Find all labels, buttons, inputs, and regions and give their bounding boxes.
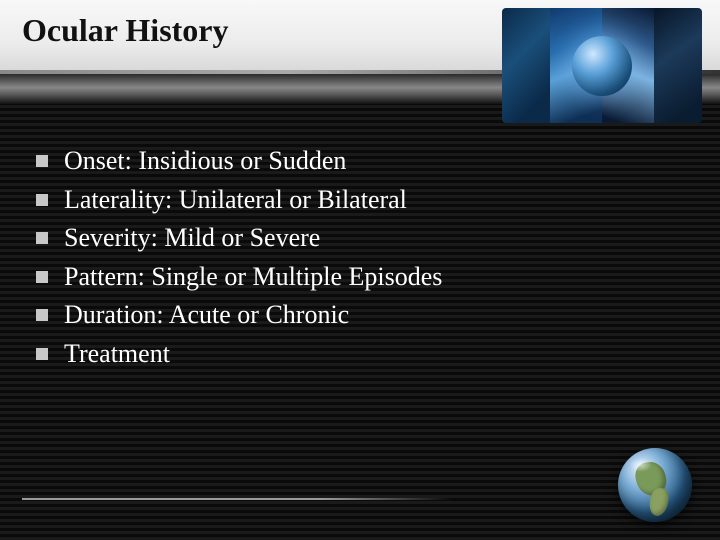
list-item: Pattern: Single or Multiple Episodes xyxy=(36,261,680,294)
header-globe-graphic xyxy=(502,8,702,123)
bullet-icon xyxy=(36,309,48,321)
list-item: Laterality: Unilateral or Bilateral xyxy=(36,184,680,217)
content-area: Onset: Insidious or Sudden Laterality: U… xyxy=(36,145,680,376)
bullet-text: Pattern: Single or Multiple Episodes xyxy=(64,261,442,294)
list-item: Treatment xyxy=(36,338,680,371)
bullet-text: Severity: Mild or Severe xyxy=(64,222,320,255)
bullet-icon xyxy=(36,155,48,167)
list-item: Onset: Insidious or Sudden xyxy=(36,145,680,178)
footer-globe-icon xyxy=(618,448,692,522)
bullet-text: Laterality: Unilateral or Bilateral xyxy=(64,184,407,217)
bullet-icon xyxy=(36,348,48,360)
bullet-text: Duration: Acute or Chronic xyxy=(64,299,349,332)
list-item: Duration: Acute or Chronic xyxy=(36,299,680,332)
bullet-icon xyxy=(36,194,48,206)
bullet-text: Onset: Insidious or Sudden xyxy=(64,145,346,178)
bullet-text: Treatment xyxy=(64,338,170,371)
list-item: Severity: Mild or Severe xyxy=(36,222,680,255)
bullet-icon xyxy=(36,271,48,283)
bullet-icon xyxy=(36,232,48,244)
footer-rule xyxy=(22,498,452,500)
bullet-list: Onset: Insidious or Sudden Laterality: U… xyxy=(36,145,680,370)
